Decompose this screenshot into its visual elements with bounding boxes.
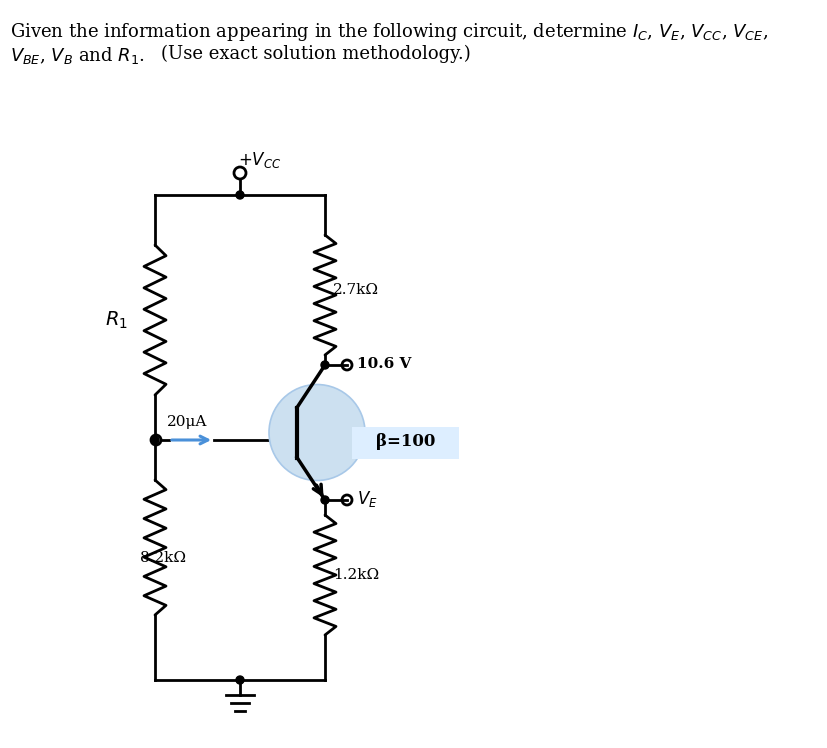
Text: $V_E$: $V_E$ (357, 489, 378, 509)
Circle shape (236, 676, 244, 684)
Text: 20μA: 20μA (167, 415, 208, 429)
Text: 2.7kΩ: 2.7kΩ (333, 283, 379, 297)
Text: β=100: β=100 (375, 433, 435, 450)
Circle shape (269, 384, 365, 480)
Text: (Use exact solution methodology.): (Use exact solution methodology.) (161, 45, 471, 63)
Text: $+V_{CC}$: $+V_{CC}$ (238, 150, 281, 170)
Text: Given the information appearing in the following circuit, determine $I_C$, $V_E$: Given the information appearing in the f… (10, 21, 768, 43)
Circle shape (321, 496, 329, 504)
Text: 1.2kΩ: 1.2kΩ (333, 568, 379, 582)
Circle shape (236, 191, 244, 199)
Text: $R_1$: $R_1$ (105, 310, 128, 331)
Text: $V_{BE}$, $V_B$ and $R_1$.: $V_{BE}$, $V_B$ and $R_1$. (10, 45, 145, 66)
Text: 8.2kΩ: 8.2kΩ (140, 551, 186, 565)
Text: 10.6 V: 10.6 V (357, 357, 411, 371)
Circle shape (321, 361, 329, 369)
Circle shape (151, 436, 159, 444)
FancyBboxPatch shape (352, 426, 459, 459)
